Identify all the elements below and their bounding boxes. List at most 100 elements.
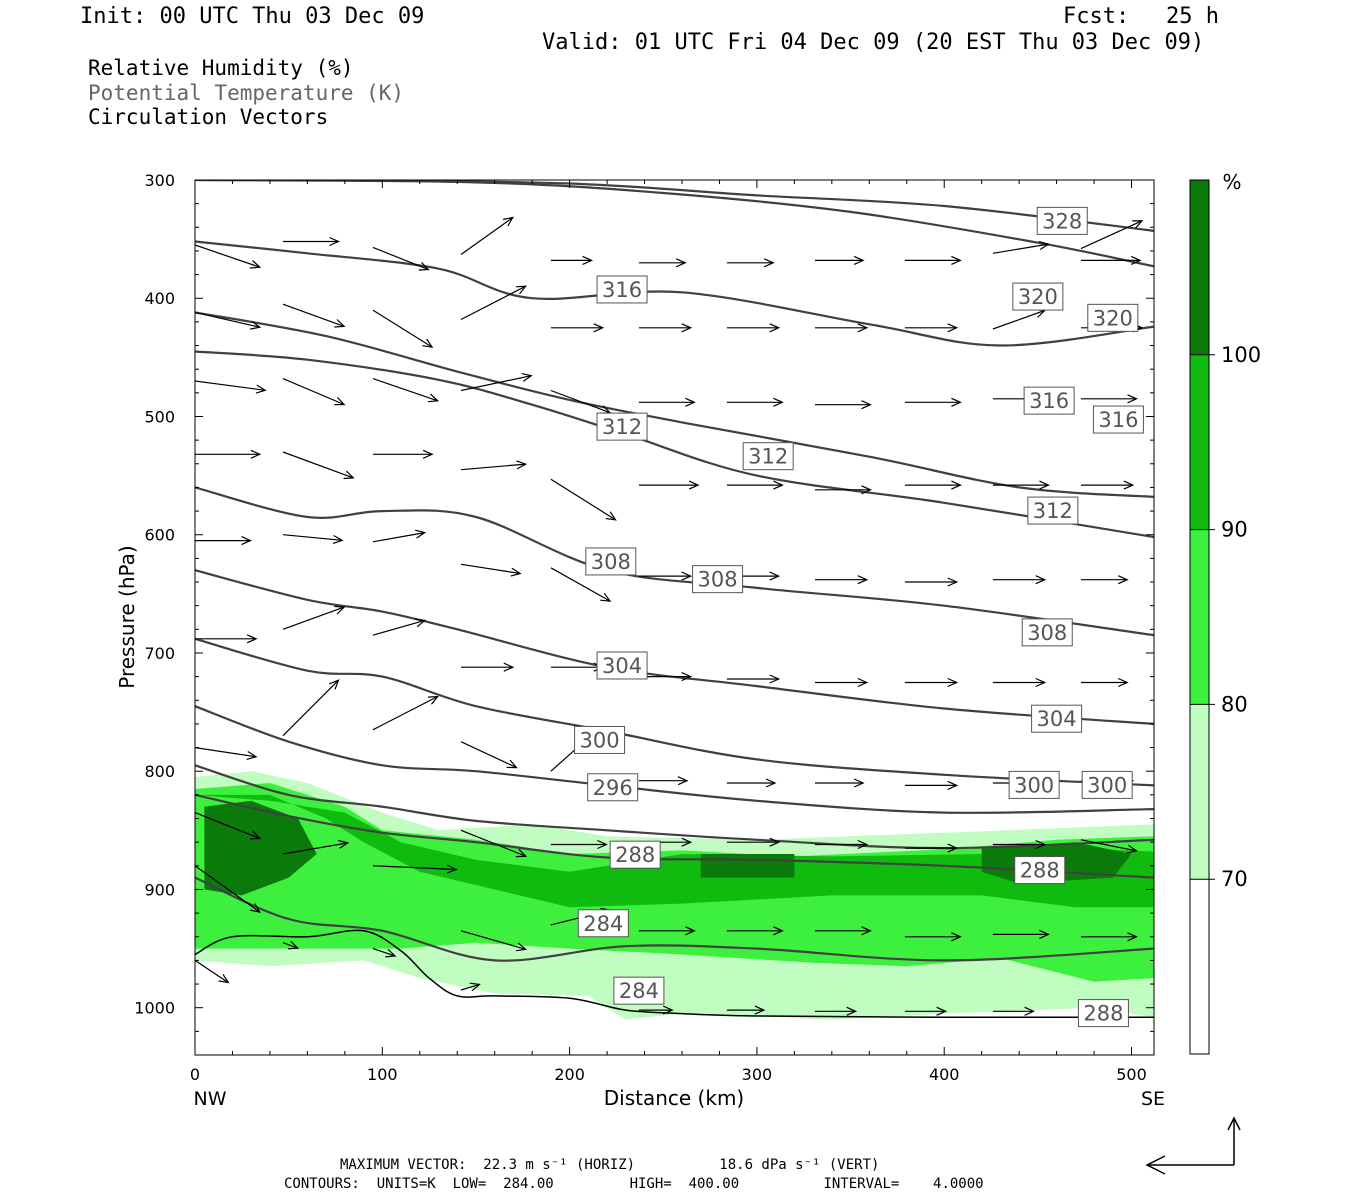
- colorbar-tick-label: 80: [1221, 692, 1248, 716]
- circulation-vector: [550, 839, 608, 850]
- circulation-vector: [726, 258, 775, 268]
- circulation-vector: [550, 478, 617, 521]
- terrain-line: [195, 929, 1154, 1019]
- circulation-vector: [638, 397, 696, 407]
- circulation-vector: [460, 563, 522, 577]
- contour-label: 296: [587, 773, 639, 802]
- circulation-vector: [282, 839, 350, 855]
- circulation-vector: [904, 577, 959, 587]
- circulation-vector: [372, 695, 440, 731]
- rh-region-100: [700, 854, 795, 878]
- circulation-vector: [638, 571, 693, 581]
- x-tick-label: 200: [554, 1065, 585, 1084]
- circulation-vector: [904, 1006, 948, 1016]
- circulation-vector: [638, 776, 689, 786]
- colorbar-tick-label: 70: [1221, 867, 1248, 891]
- x-tick-label: 0: [190, 1065, 200, 1084]
- contour-label: 300: [1008, 770, 1060, 799]
- y-tick-label: 300: [144, 171, 175, 190]
- contour-label: 300: [574, 725, 626, 754]
- contour-label: 304: [596, 651, 648, 680]
- circulation-vector: [195, 747, 258, 760]
- circulation-vector: [372, 948, 397, 958]
- x-axis-title: Distance (km): [604, 1086, 744, 1110]
- circulation-vector: [815, 255, 865, 265]
- contour-label: 316: [1023, 386, 1075, 415]
- contour-label: 316: [596, 275, 648, 304]
- x-tick-label: 100: [367, 1065, 398, 1084]
- theta-contour-328: [326, 180, 1154, 232]
- field-vectors-label: Circulation Vectors: [88, 105, 329, 129]
- theta-contour-312: [195, 350, 1154, 539]
- contour-label: 312: [596, 412, 648, 441]
- forecast-hour: 25 h: [1166, 4, 1219, 29]
- forecast-label: Fcst:: [1063, 4, 1130, 29]
- circulation-vector: [282, 679, 340, 737]
- contour-label: 300: [1081, 770, 1133, 799]
- contour-label: 308: [692, 565, 744, 594]
- circulation-vector: [372, 378, 440, 403]
- circulation-vector: [195, 812, 262, 840]
- colorbar: 70 80 90 100: [1189, 179, 1261, 1055]
- circulation-vector: [1081, 394, 1138, 404]
- svg-text:284: 284: [583, 912, 623, 936]
- circulation-vector: [815, 778, 865, 788]
- circulation-vector: [195, 449, 262, 459]
- circulation-vector: [992, 929, 1050, 939]
- circulation-vector: [461, 662, 515, 672]
- circulation-vector: [815, 1006, 858, 1016]
- contour-label: 304: [1031, 704, 1083, 733]
- circulation-vector: [460, 829, 528, 858]
- contour-label: 308: [1021, 618, 1073, 647]
- svg-text:284: 284: [619, 979, 659, 1003]
- colorbar-unit: %: [1222, 170, 1241, 194]
- circulation-vector: [550, 389, 612, 414]
- circulation-vector: [372, 529, 427, 543]
- circulation-vector: [904, 255, 962, 265]
- contour-note: CONTOURS: UNITS=K LOW= 284.00 HIGH= 400.…: [284, 1176, 984, 1192]
- axes: 0 100 200 300 400 500 300 400 500 600 700 800 900 100…: [134, 171, 1154, 1084]
- y-tick-label: 700: [144, 644, 175, 663]
- init-time: Init: 00 UTC Thu 03 Dec 09: [80, 4, 425, 29]
- circulation-vector: [904, 397, 962, 407]
- circulation-vector: [638, 258, 687, 268]
- svg-text:312: 312: [748, 445, 788, 469]
- circulation-vector: [992, 839, 1047, 850]
- x-tick-label: 300: [742, 1065, 773, 1084]
- circulation-vector: [550, 255, 594, 265]
- terrain-line: [195, 929, 1154, 1019]
- circulation-vector: [726, 926, 784, 936]
- circulation-vector: [992, 241, 1050, 254]
- rh-shading: [195, 771, 1154, 1020]
- circulation-vector: [282, 303, 346, 328]
- colorbar-segment: [1190, 879, 1209, 1054]
- colorbar-frame: [1189, 179, 1210, 1055]
- y-axis-title: Pressure (hPa): [115, 545, 139, 688]
- x-tick-label: 400: [929, 1065, 960, 1084]
- circulation-vector: [904, 843, 959, 853]
- circulation-vector: [195, 380, 267, 394]
- circulation-vector: [726, 397, 784, 407]
- svg-text:288: 288: [1083, 1002, 1123, 1026]
- circulation-vector: [460, 460, 528, 471]
- circulation-vector: [992, 480, 1050, 490]
- theta-contour-284: [195, 876, 1154, 962]
- theta-contour-288: [195, 793, 1154, 879]
- contour-label: 308: [585, 547, 637, 576]
- svg-text:312: 312: [602, 415, 642, 439]
- circulation-vector: [372, 618, 427, 636]
- max-vector-note: MAXIMUM VECTOR: 22.3 m s⁻¹ (HORIZ) 18.6 …: [340, 1157, 880, 1173]
- circulation-vector: [904, 780, 959, 790]
- circulation-vector: [195, 244, 262, 269]
- contour-label: 312: [742, 442, 794, 471]
- svg-text:328: 328: [1042, 209, 1082, 233]
- vector-scale-icon: [1145, 1116, 1241, 1175]
- circulation-vector: [550, 323, 605, 333]
- theta-contour-320: [195, 240, 1154, 347]
- circulation-vector: [726, 837, 781, 847]
- circulation-vector: [815, 926, 872, 936]
- rh-region-100: [204, 800, 317, 896]
- colorbar-segment: [1190, 704, 1209, 880]
- circulation-vector: [815, 839, 869, 850]
